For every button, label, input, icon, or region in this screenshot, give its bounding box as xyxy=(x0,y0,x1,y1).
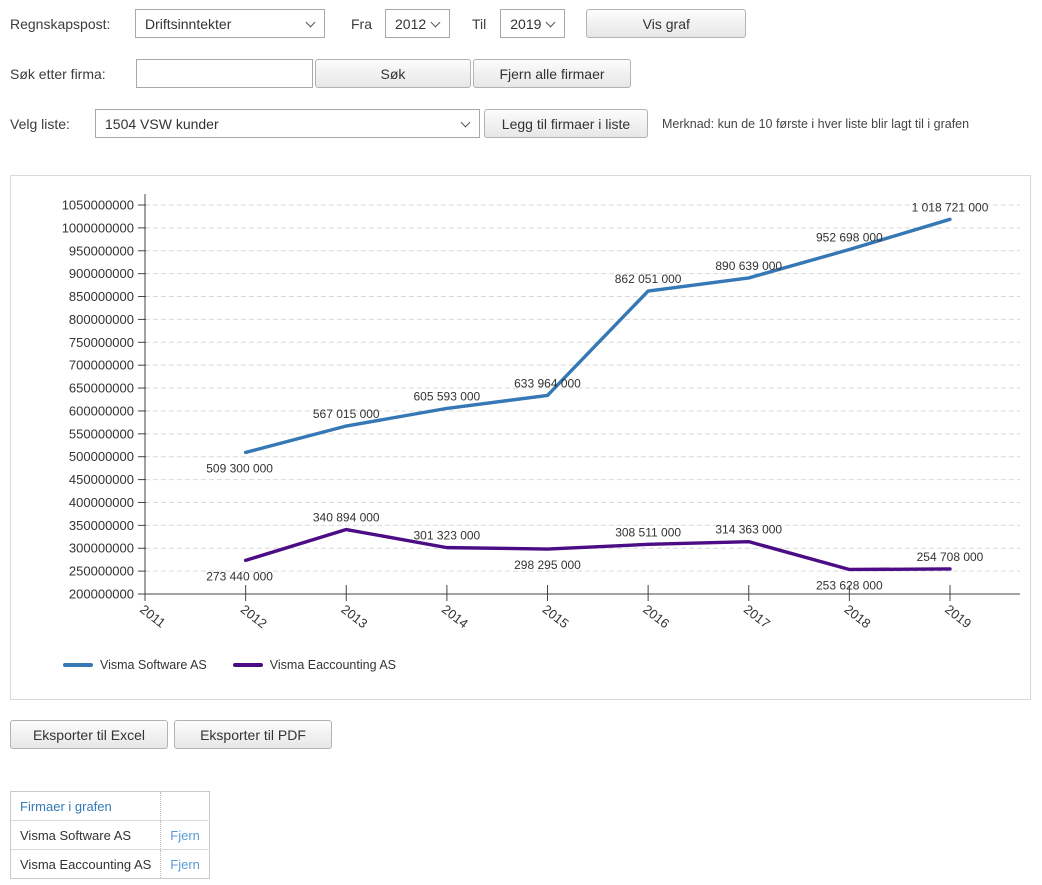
legend-swatch xyxy=(232,663,263,667)
table-row: Visma Eaccounting AS Fjern xyxy=(10,849,210,879)
legend-label: Visma Software AS xyxy=(100,658,207,672)
svg-text:605 593 000: 605 593 000 xyxy=(414,389,481,403)
svg-text:1 018 721 000: 1 018 721 000 xyxy=(912,200,989,214)
legend-item: Visma Eaccounting AS xyxy=(232,658,396,672)
svg-text:2012: 2012 xyxy=(238,602,270,632)
svg-text:2013: 2013 xyxy=(338,602,370,632)
svg-text:253 628 000: 253 628 000 xyxy=(816,578,883,592)
chevron-down-icon xyxy=(460,117,471,128)
svg-text:850000000: 850000000 xyxy=(69,289,134,304)
export-row: Eksporter til Excel Eksporter til PDF xyxy=(10,720,1032,749)
account-select-value: Driftsinntekter xyxy=(145,15,232,32)
company-name: Visma Eaccounting AS xyxy=(10,849,162,879)
svg-text:340 894 000: 340 894 000 xyxy=(313,511,380,525)
svg-text:633 964 000: 633 964 000 xyxy=(514,376,581,390)
to-year-select[interactable]: 2019 xyxy=(500,9,566,38)
svg-text:800000000: 800000000 xyxy=(69,312,134,327)
chevron-down-icon xyxy=(430,17,441,28)
svg-text:273 440 000: 273 440 000 xyxy=(206,569,273,583)
chart-legend: Visma Software AS Visma Eaccounting AS xyxy=(63,658,1030,672)
svg-text:2014: 2014 xyxy=(439,602,471,632)
from-year-value: 2012 xyxy=(395,15,427,32)
list-row: Velg liste: 1504 VSW kunder Legg til fir… xyxy=(10,109,1032,138)
svg-text:250000000: 250000000 xyxy=(69,564,134,579)
table-header-title: Firmaer i grafen xyxy=(10,791,162,821)
svg-text:600000000: 600000000 xyxy=(69,403,134,418)
svg-text:2015: 2015 xyxy=(540,602,572,632)
svg-text:700000000: 700000000 xyxy=(69,358,134,373)
svg-text:950000000: 950000000 xyxy=(69,243,134,258)
svg-text:2017: 2017 xyxy=(741,602,773,632)
svg-text:2018: 2018 xyxy=(842,602,874,632)
company-name: Visma Software AS xyxy=(10,820,162,850)
add-list-companies-button[interactable]: Legg til firmaer i liste xyxy=(484,109,648,138)
list-select-value: 1504 VSW kunder xyxy=(105,115,219,132)
svg-text:550000000: 550000000 xyxy=(69,426,134,441)
svg-text:509 300 000: 509 300 000 xyxy=(206,461,273,475)
table-header-row: Firmaer i grafen xyxy=(10,791,210,821)
svg-text:2016: 2016 xyxy=(640,602,672,632)
svg-text:1000000000: 1000000000 xyxy=(62,220,134,235)
account-select[interactable]: Driftsinntekter xyxy=(135,9,325,38)
svg-text:400000000: 400000000 xyxy=(69,495,134,510)
svg-text:1050000000: 1050000000 xyxy=(62,198,134,213)
list-label: Velg liste: xyxy=(10,115,70,132)
list-note: Merknad: kun de 10 første i hver liste b… xyxy=(662,116,970,131)
to-label: Til xyxy=(472,15,487,32)
search-button[interactable]: Søk xyxy=(315,59,471,88)
account-filter-row: Regnskapspost: Driftsinntekter Fra 2012 … xyxy=(10,9,1032,38)
svg-text:2011: 2011 xyxy=(137,602,168,631)
svg-text:750000000: 750000000 xyxy=(69,335,134,350)
svg-text:650000000: 650000000 xyxy=(69,381,134,396)
line-chart: 200000000 250000000 300000000 350000000 4000… xyxy=(62,194,1020,632)
from-label: Fra xyxy=(351,15,372,32)
search-row: Søk etter firma: Søk Fjern alle firmaer xyxy=(10,59,1032,88)
from-year-select[interactable]: 2012 xyxy=(385,9,450,38)
svg-text:308 511 000: 308 511 000 xyxy=(615,525,681,539)
svg-text:500000000: 500000000 xyxy=(69,449,134,464)
company-search-input[interactable] xyxy=(136,59,313,88)
svg-text:2019: 2019 xyxy=(942,602,974,632)
account-label: Regnskapspost: xyxy=(10,15,111,32)
svg-text:200000000: 200000000 xyxy=(69,587,134,602)
svg-text:254 708 000: 254 708 000 xyxy=(917,550,984,564)
show-graph-button[interactable]: Vis graf xyxy=(586,9,747,38)
svg-text:862 051 000: 862 051 000 xyxy=(615,272,682,286)
clear-all-companies-button[interactable]: Fjern alle firmaer xyxy=(473,59,631,88)
svg-text:350000000: 350000000 xyxy=(69,518,134,533)
table-row: Visma Software AS Fjern xyxy=(10,820,210,850)
svg-text:298 295 000: 298 295 000 xyxy=(514,558,581,572)
chart-panel: 200000000 250000000 300000000 350000000 4000… xyxy=(10,175,1031,700)
legend-swatch xyxy=(63,663,93,667)
export-excel-button[interactable]: Eksporter til Excel xyxy=(10,720,168,749)
svg-text:314 363 000: 314 363 000 xyxy=(715,523,782,537)
legend-label: Visma Eaccounting AS xyxy=(269,658,396,672)
remove-company-link[interactable]: Fjern xyxy=(170,856,200,872)
svg-text:900000000: 900000000 xyxy=(69,266,134,281)
svg-text:300000000: 300000000 xyxy=(69,541,134,556)
remove-company-link[interactable]: Fjern xyxy=(170,827,200,843)
export-pdf-button[interactable]: Eksporter til PDF xyxy=(174,720,332,749)
list-select[interactable]: 1504 VSW kunder xyxy=(95,109,480,138)
svg-text:567 015 000: 567 015 000 xyxy=(313,407,380,421)
chevron-down-icon xyxy=(305,17,316,28)
svg-text:301 323 000: 301 323 000 xyxy=(414,529,481,543)
search-label: Søk etter firma: xyxy=(10,65,106,82)
chevron-down-icon xyxy=(545,17,556,28)
legend-item: Visma Software AS xyxy=(63,658,207,672)
svg-text:450000000: 450000000 xyxy=(69,472,134,487)
svg-text:890 639 000: 890 639 000 xyxy=(715,259,782,273)
table-header-action xyxy=(160,791,210,821)
companies-in-graph-table: Firmaer i grafen Visma Software AS Fjern… xyxy=(10,791,210,879)
to-year-value: 2019 xyxy=(510,15,542,32)
svg-text:952 698 000: 952 698 000 xyxy=(816,231,883,245)
